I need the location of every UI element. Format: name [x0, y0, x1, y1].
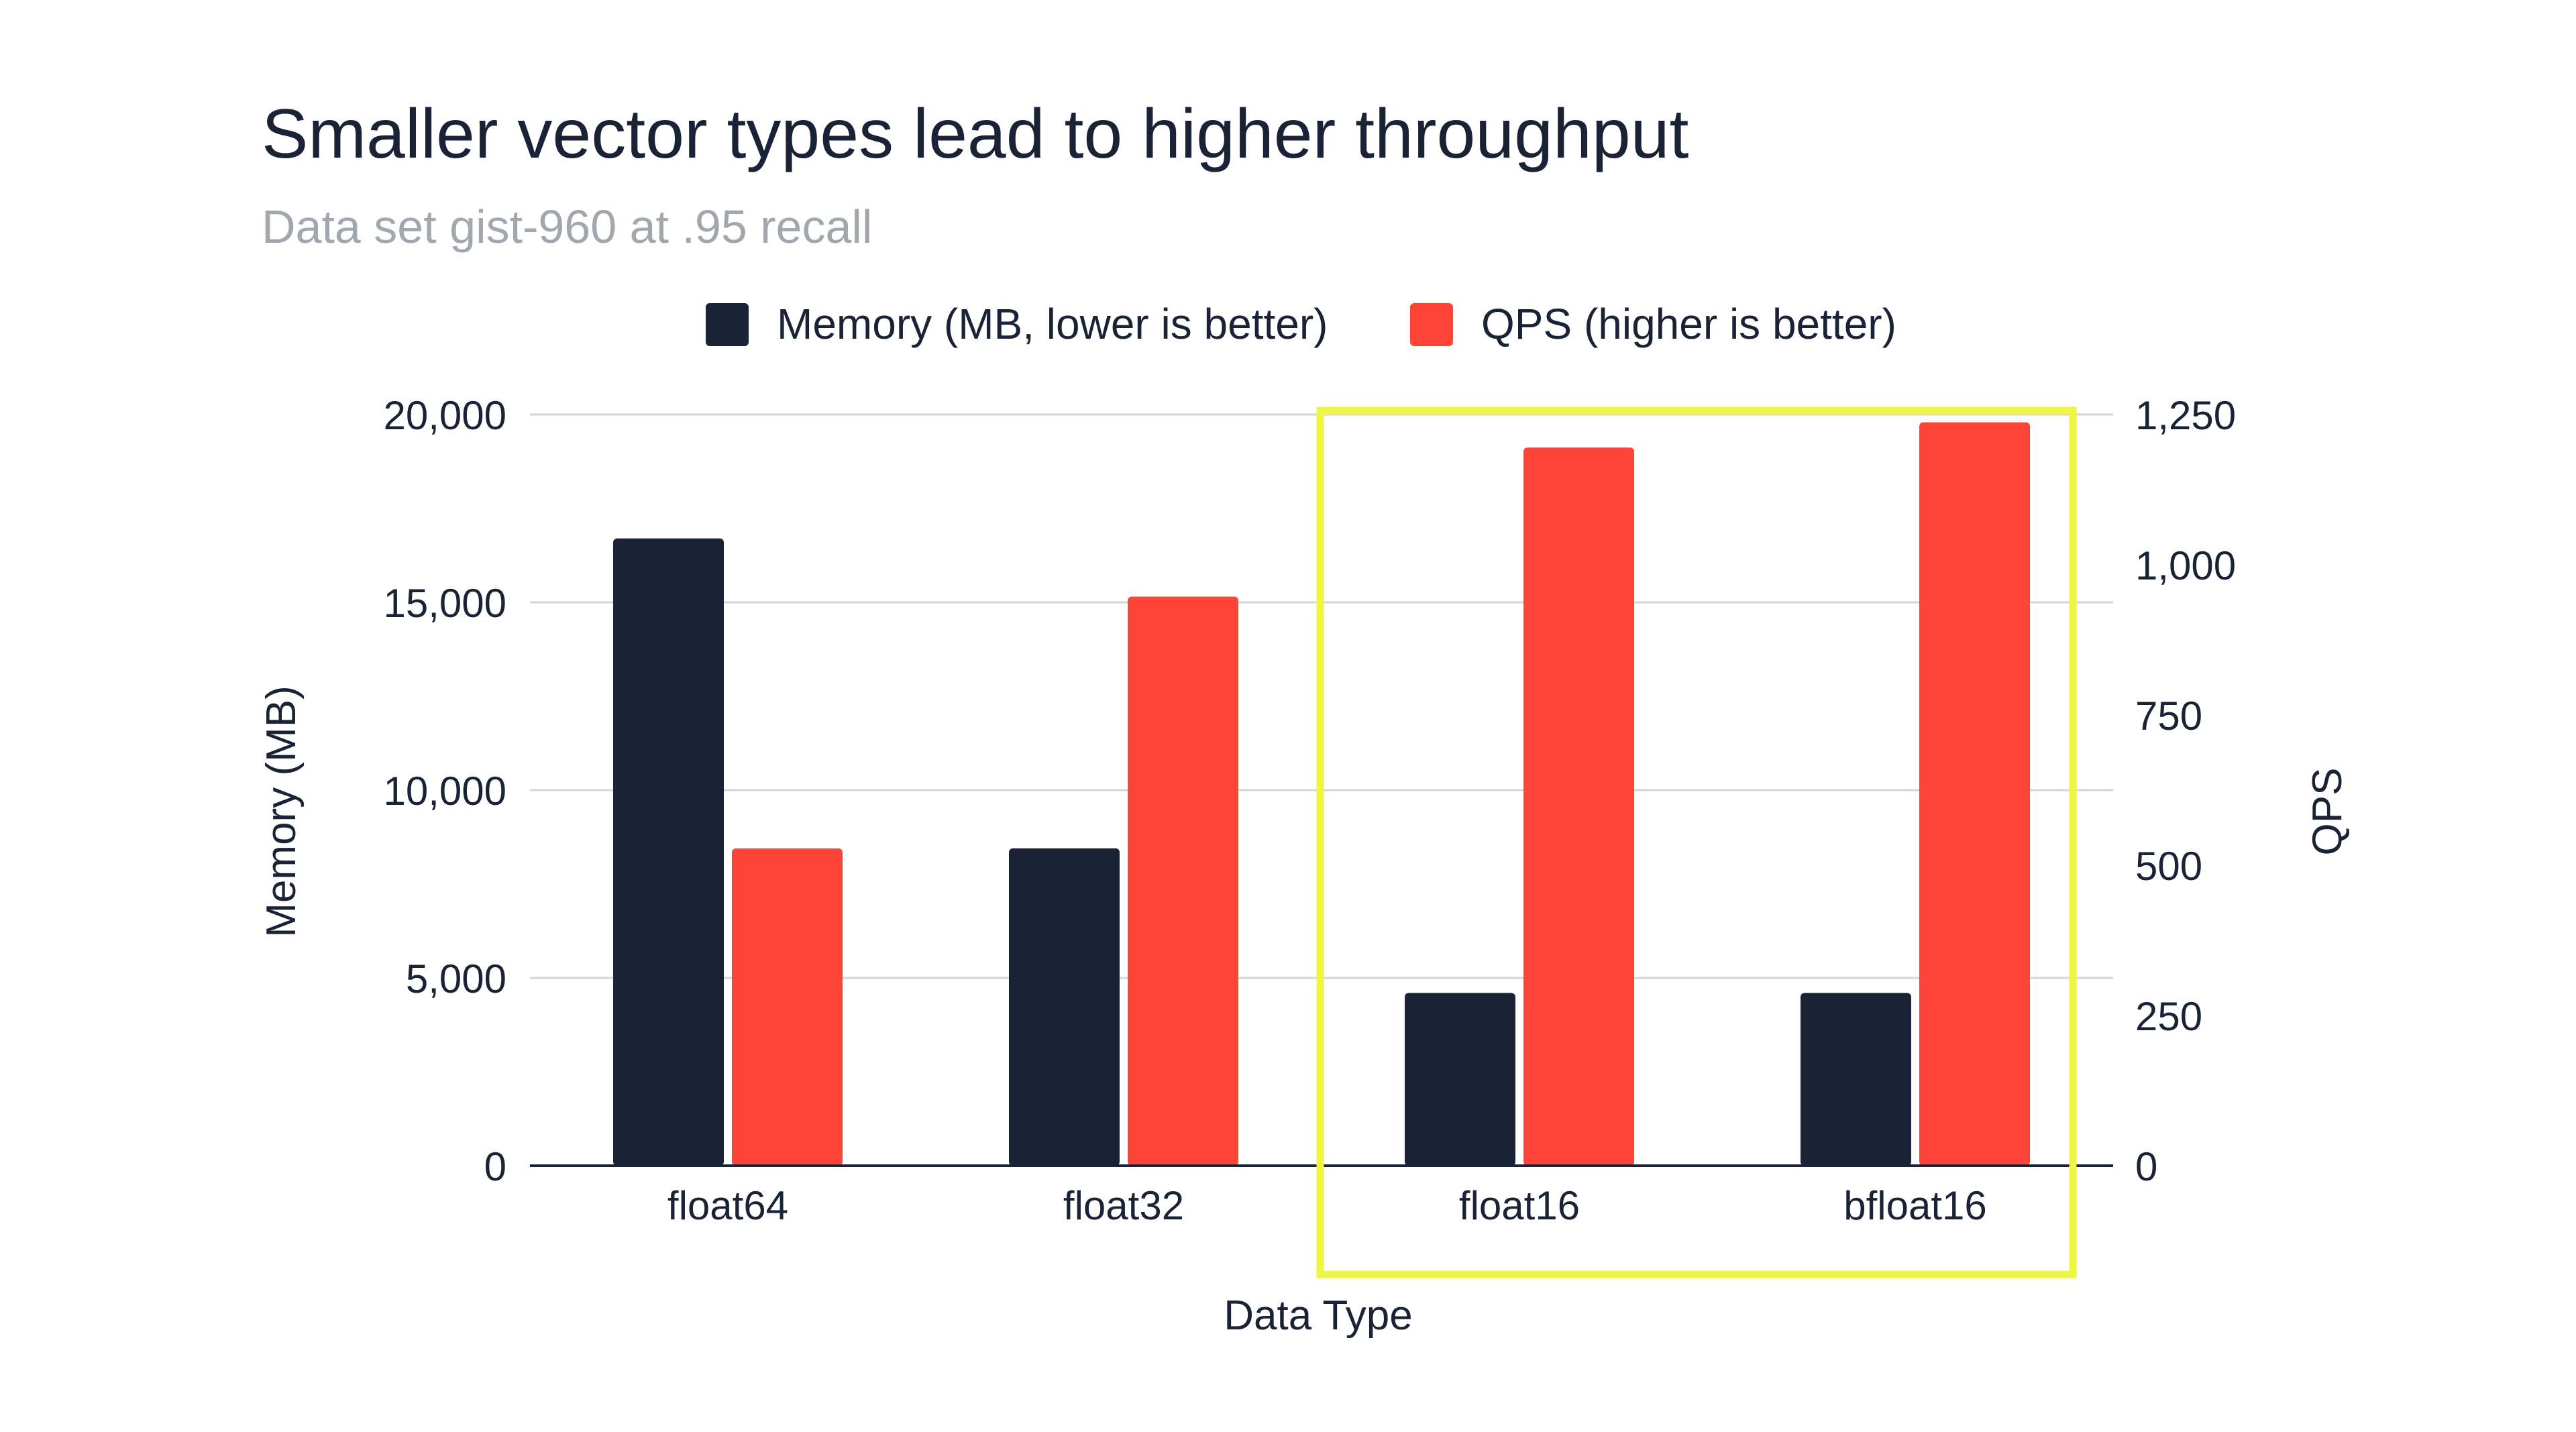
y-axis-left-ticks: 0 5,000 10,000 15,000 20,000 [383, 393, 506, 1189]
legend-label-memory: Memory (MB, lower is better) [777, 300, 1328, 348]
bar-qps-float16 [1523, 447, 1634, 1166]
y-tick-label-left: 5,000 [406, 956, 506, 1001]
x-tick-label: float64 [667, 1183, 788, 1228]
y-tick-label-left: 0 [484, 1144, 506, 1189]
y-tick-label-right: 1,250 [2135, 393, 2236, 438]
legend-swatch-memory [706, 303, 749, 346]
legend-swatch-qps [1410, 303, 1453, 346]
y-tick-label-left: 10,000 [383, 769, 506, 814]
y-tick-label-right: 1,000 [2135, 543, 2236, 588]
chart-title: Smaller vector types lead to higher thro… [262, 95, 1689, 173]
bars [613, 422, 2030, 1166]
y-tick-label-left: 15,000 [383, 581, 506, 626]
bar-memory-float16 [1405, 993, 1515, 1166]
bar-memory-bfloat16 [1801, 993, 1911, 1166]
y-tick-label-right: 750 [2135, 694, 2202, 738]
bar-memory-float64 [613, 538, 724, 1166]
x-axis-ticks: float64 float32 float16 bfloat16 [667, 1183, 1987, 1228]
bar-qps-float64 [732, 848, 843, 1166]
bar-memory-float32 [1009, 848, 1120, 1166]
y-tick-label-right: 250 [2135, 994, 2202, 1039]
y-axis-right-title: QPS [2304, 768, 2351, 856]
chart-subtitle: Data set gist-960 at .95 recall [262, 201, 872, 253]
y-tick-label-left: 20,000 [383, 393, 506, 438]
bar-qps-float32 [1128, 596, 1238, 1166]
y-tick-label-right: 500 [2135, 844, 2202, 889]
x-tick-label: float32 [1063, 1183, 1184, 1228]
y-axis-left-title: Memory (MB) [258, 685, 305, 937]
y-tick-label-right: 0 [2135, 1144, 2157, 1189]
bar-qps-bfloat16 [1919, 422, 2030, 1166]
x-axis-title: Data Type [1224, 1292, 1412, 1339]
legend-label-qps: QPS (higher is better) [1481, 300, 1896, 348]
y-axis-right-ticks: 0 250 500 750 1,000 1,250 [2135, 393, 2236, 1189]
x-tick-label: float16 [1459, 1183, 1580, 1228]
highlight-box [1316, 406, 2077, 1278]
legend: Memory (MB, lower is better) QPS (higher… [706, 300, 1896, 348]
x-tick-label: bfloat16 [1843, 1183, 1987, 1228]
